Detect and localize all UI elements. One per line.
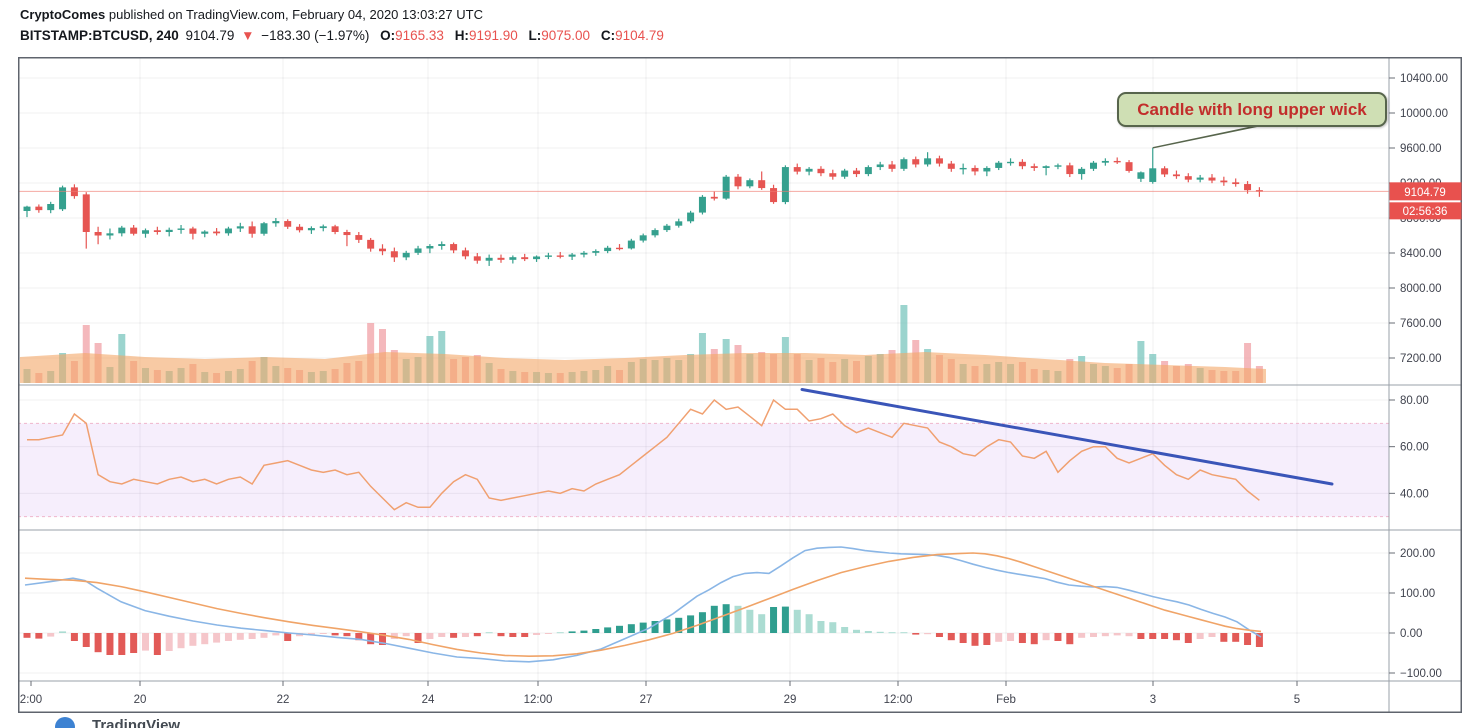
last-price-value: 9104.79: [185, 28, 235, 43]
svg-text:24: 24: [422, 694, 435, 706]
svg-text:10000.00: 10000.00: [1400, 108, 1448, 120]
macd-signal-line: [24, 552, 1262, 658]
svg-text:Feb: Feb: [996, 694, 1016, 706]
low-value: 9075.00: [541, 28, 591, 43]
svg-text:−100.00: −100.00: [1400, 668, 1442, 680]
svg-text:9600.00: 9600.00: [1400, 143, 1442, 155]
svg-text:20: 20: [134, 694, 147, 706]
tradingview-logo-text: TradingView: [92, 717, 181, 728]
frame: [18, 57, 1462, 713]
svg-text:12:00: 12:00: [884, 694, 913, 706]
price-label: 9104.79 02:56:36: [1389, 182, 1462, 220]
countdown-label: [1389, 202, 1462, 220]
svg-text:200.00: 200.00: [1400, 548, 1435, 560]
close-value: 9104.79: [615, 28, 664, 43]
close-label: C:: [600, 28, 616, 43]
svg-text:22: 22: [277, 694, 290, 706]
svg-text:27: 27: [640, 694, 653, 706]
svg-text:0.00: 0.00: [1400, 628, 1422, 640]
macd-line: [24, 546, 1262, 663]
svg-text:12:00: 12:00: [524, 694, 553, 706]
symbol-line: BITSTAMP:BTCUSD, 240 9104.79 ▼ −183.30 (…: [20, 26, 664, 46]
down-arrow-icon: ▼: [241, 28, 255, 43]
macd-pane: [23, 546, 1263, 663]
svg-text:3: 3: [1150, 694, 1156, 706]
high-value: 9191.90: [468, 28, 518, 43]
rsi-line: [27, 398, 1260, 511]
symbol-name[interactable]: BITSTAMP:BTCUSD, 240: [20, 28, 179, 43]
svg-text:7200.00: 7200.00: [1400, 353, 1442, 365]
svg-text:40.00: 40.00: [1400, 488, 1429, 500]
svg-text:8000.00: 8000.00: [1400, 283, 1442, 295]
svg-text:2:00: 2:00: [20, 694, 42, 706]
publish-line: CryptoComes published on TradingView.com…: [20, 6, 664, 24]
tradingview-logo-icon: [55, 717, 75, 728]
svg-text:60.00: 60.00: [1400, 442, 1429, 454]
svg-text:29: 29: [784, 694, 797, 706]
time-axis[interactable]: 2:00 20 22 24 12:00 27 29 12:00 Feb 3 5: [20, 681, 1300, 706]
candlesticks: [23, 147, 1263, 266]
high-label: H:: [454, 28, 469, 43]
chart-canvas[interactable]: 10400.0010000.009600.009200.008800.00840…: [18, 57, 1462, 713]
price-change: −183.30 (−1.97%): [261, 28, 370, 43]
svg-text:7600.00: 7600.00: [1400, 318, 1442, 330]
header: CryptoComes published on TradingView.com…: [20, 6, 664, 46]
rsi-pane: [18, 387, 1389, 518]
publisher-name: CryptoComes: [20, 7, 106, 22]
svg-text:5: 5: [1294, 694, 1300, 706]
chart-container[interactable]: 10400.0010000.009600.009200.008800.00840…: [18, 57, 1462, 713]
open-value: 9165.33: [395, 28, 444, 43]
publish-info: published on TradingView.com, February 0…: [105, 7, 483, 22]
svg-text:80.00: 80.00: [1400, 395, 1429, 407]
svg-text:100.00: 100.00: [1400, 588, 1435, 600]
rsi-trend-line[interactable]: [800, 387, 1334, 486]
open-label: O:: [380, 28, 396, 43]
annotation-callout[interactable]: Candle with long upper wick: [1117, 92, 1387, 127]
svg-text:02:56:36: 02:56:36: [1403, 206, 1448, 218]
svg-text:8400.00: 8400.00: [1400, 248, 1442, 260]
svg-text:9104.79: 9104.79: [1404, 187, 1446, 199]
volume-ma-area: [20, 352, 1266, 383]
svg-text:10400.00: 10400.00: [1400, 73, 1448, 85]
low-label: L:: [528, 28, 542, 43]
